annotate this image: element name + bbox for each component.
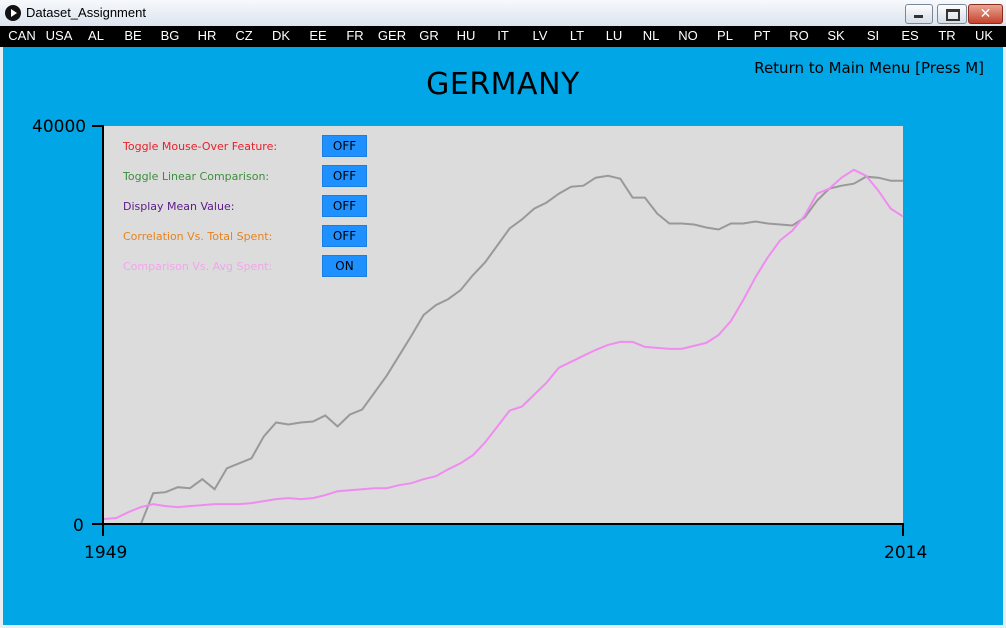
nav-country-sk[interactable]: SK	[827, 28, 845, 43]
nav-country-fr[interactable]: FR	[346, 28, 364, 43]
correlation-total-spent-button[interactable]: OFF	[322, 225, 367, 247]
page-title: GERMANY	[426, 67, 580, 102]
toggle-linear-comparison-button[interactable]: OFF	[322, 165, 367, 187]
toggle-mouse-over-label: Toggle Mouse-Over Feature:	[123, 140, 278, 153]
nav-country-usa[interactable]: USA	[45, 28, 73, 43]
title-bar[interactable]: Dataset_Assignment ✕	[0, 0, 1006, 27]
minimize-button[interactable]	[905, 4, 933, 24]
nav-country-ro[interactable]: RO	[789, 28, 809, 43]
x-max-label: 2014	[884, 543, 928, 563]
country-nav-bar: CAN USA AL BE BG HR CZ DK EE FR GER GR HU IT LV LT LU NL N…	[0, 26, 1006, 47]
nav-country-tr[interactable]: TR	[938, 28, 956, 43]
y-max-label: 40000	[32, 117, 87, 137]
nav-country-lu[interactable]: LU	[605, 28, 623, 43]
nav-country-es[interactable]: ES	[901, 28, 919, 43]
close-button[interactable]: ✕	[968, 4, 1003, 24]
series-line-0	[139, 174, 903, 525]
toggle-mouse-over-button[interactable]: OFF	[322, 135, 367, 157]
toggle-linear-comparison-label: Toggle Linear Comparison:	[123, 170, 270, 183]
nav-country-lt[interactable]: LT	[569, 28, 585, 43]
nav-country-dk[interactable]: DK	[271, 28, 291, 43]
nav-country-gr[interactable]: GR	[419, 28, 439, 43]
correlation-total-spent-label: Correlation Vs. Total Spent:	[123, 230, 273, 243]
nav-country-bg[interactable]: BG	[160, 28, 180, 43]
nav-country-no[interactable]: NO	[678, 28, 698, 43]
nav-country-ee[interactable]: EE	[309, 28, 327, 43]
nav-country-uk[interactable]: UK	[974, 28, 994, 43]
nav-country-hu[interactable]: HU	[456, 28, 476, 43]
nav-country-si[interactable]: SI	[866, 28, 880, 43]
nav-country-lv[interactable]: LV	[532, 28, 548, 43]
plot-area	[104, 126, 903, 524]
nav-country-ger[interactable]: GER	[377, 28, 407, 43]
nav-country-pl[interactable]: PL	[717, 28, 733, 43]
comparison-avg-spent-label: Comparison Vs. Avg Spent:	[123, 260, 273, 273]
nav-country-hr[interactable]: HR	[197, 28, 217, 43]
nav-country-al[interactable]: AL	[88, 28, 104, 43]
display-mean-value-label: Display Mean Value:	[123, 200, 235, 213]
nav-country-can[interactable]: CAN	[8, 28, 36, 43]
nav-country-cz[interactable]: CZ	[235, 28, 253, 43]
nav-country-be[interactable]: BE	[124, 28, 142, 43]
app-play-icon	[5, 5, 21, 21]
close-icon: ✕	[979, 6, 992, 22]
nav-country-pt[interactable]: PT	[753, 28, 771, 43]
maximize-button[interactable]	[937, 4, 967, 24]
series-line-1	[103, 168, 904, 520]
nav-country-it[interactable]: IT	[497, 28, 509, 43]
comparison-avg-spent-button[interactable]: ON	[322, 255, 367, 277]
window-title: Dataset_Assignment	[26, 5, 146, 20]
return-to-main-menu-link[interactable]: Return to Main Menu [Press M]	[754, 59, 984, 77]
nav-country-nl[interactable]: NL	[642, 28, 660, 43]
x-min-label: 1949	[84, 543, 128, 563]
display-mean-value-button[interactable]: OFF	[322, 195, 367, 217]
y-min-label: 0	[73, 516, 84, 536]
